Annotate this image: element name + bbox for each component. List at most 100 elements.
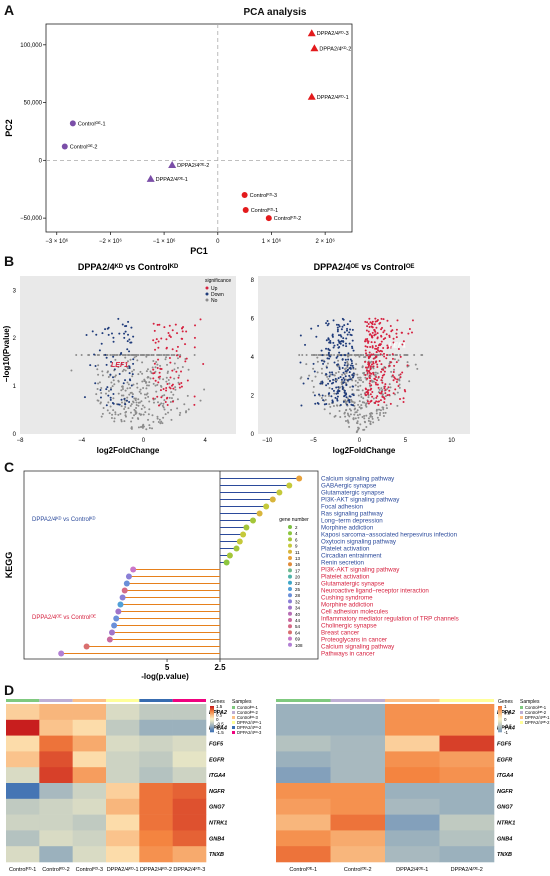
volcano-point-up [375,360,378,363]
volcano-point-up [395,336,398,339]
volcano-point-up [156,323,159,326]
kegg-dot [121,587,128,594]
heatmap-cell [139,735,173,752]
volcano-point-ns [311,379,314,382]
volcano-point-up [369,368,372,371]
volcano-point-down [330,395,333,398]
volcano-point-up [375,326,378,329]
kegg-dot [119,594,126,601]
volcano-x-tick-label: 10 [448,438,455,444]
volcano-point-ns [356,430,359,433]
volcano-point-ns [139,388,142,391]
volcano-point-up [373,377,376,380]
volcano-point-ns [110,364,113,367]
volcano-point-ns [408,380,411,383]
volcano-point-ns [134,399,137,402]
heatmap-cell [139,846,173,863]
volcano-point-ns [151,427,154,430]
kegg-legend-swatch [288,531,292,536]
volcano-point-ns [345,371,348,374]
kegg-term-label: PI3K-AKT signaling pathway [321,497,400,504]
volcano-point-down [349,395,352,398]
pca-point-label: Controlᴷᴰ-2 [274,215,301,222]
volcano-point-ns [398,386,401,389]
volcano-point-up [372,373,375,376]
volcano-point-down [345,337,348,340]
volcano-y-tick-label: 6 [251,316,255,322]
kegg-legend-label: 69 [295,637,301,642]
pca-point-label: Controlᴷᴰ-1 [251,207,278,214]
volcano-point-ns [353,413,356,416]
volcano-point-ns [97,373,100,376]
volcano-point-up [152,339,155,342]
volcano-point-ns [398,374,401,377]
volcano-point-up [154,341,157,344]
kegg-dot [269,496,276,503]
volcano-point-down [336,390,339,393]
heatmap-cell [276,751,331,768]
volcano-point-down [89,364,92,367]
volcano-point-up [391,329,394,332]
volcano-point-up [165,346,168,349]
volcano-point-down [342,381,345,384]
kegg-legend-label: 25 [295,587,301,592]
heatmap-cell [276,830,331,847]
heatmap-cell [172,783,207,800]
volcano-point-up [392,341,395,344]
heatmap-sample-bar [439,699,494,702]
heatmap-cell [330,735,386,752]
volcano-point-up [171,348,174,351]
kegg-ylabel: KEGG [4,552,14,579]
volcano-point-up [377,344,380,347]
volcano-point-ns [102,406,105,409]
volcano-point-ns [346,412,349,415]
kegg-legend-title: gene number [279,517,309,523]
heatmap-sample-swatch [232,726,235,729]
volcano-point-ns [360,393,363,396]
volcano-point-up [389,402,392,405]
volcano-point-ns [312,385,315,388]
volcano-point-ns [356,381,359,384]
volcano-point-down [325,322,328,325]
volcano-point-up [393,364,396,367]
volcano-point-up [373,323,376,326]
volcano-point-down [342,337,345,340]
heatmap-cell [276,719,331,736]
volcano-point-up [375,347,378,350]
heatmap-cell [439,751,495,768]
volcano-point-ns [144,411,147,414]
heatmap-cell [39,704,73,721]
volcano-point-down [299,334,302,337]
volcano-point-ns [156,363,159,366]
volcano-point-up [172,387,175,390]
volcano-point-down [127,320,130,323]
kegg-dot [117,601,124,608]
heatmap-row-label: NGFR [209,789,225,795]
kegg-dot [130,566,137,573]
volcano-point-up [156,367,159,370]
volcano-point-up [376,337,379,340]
volcano-point-ns [101,412,104,415]
heatmap-cell [330,783,386,800]
volcano-point-up [367,365,370,368]
volcano-point-ns [147,413,150,416]
volcano-point-up [395,332,398,335]
volcano-point-down [331,335,334,338]
volcano-point-ns [170,397,173,400]
volcano-point-down [334,377,337,380]
volcano-point-down [123,397,126,400]
volcano-point-down [128,365,131,368]
heatmap-cell [6,814,40,831]
volcano-point-ns [329,405,332,408]
volcano-point-up [376,365,379,368]
heatmap-cell [139,830,173,847]
pca-x-tick-label: −2 × 10⁶ [99,238,122,245]
volcano-point-up [388,393,391,396]
volcano-point-up [160,337,163,340]
volcano-point-ns [363,371,366,374]
volcano-point-up [381,376,384,379]
volcano-point-down [335,323,338,326]
volcano-point-ns [154,397,157,400]
pca-panel: PCA analysis −3 × 10⁶ −2 × 10⁶ −1 × 10⁶ 0 1 … [0,0,550,254]
volcano-point-down [315,335,318,338]
